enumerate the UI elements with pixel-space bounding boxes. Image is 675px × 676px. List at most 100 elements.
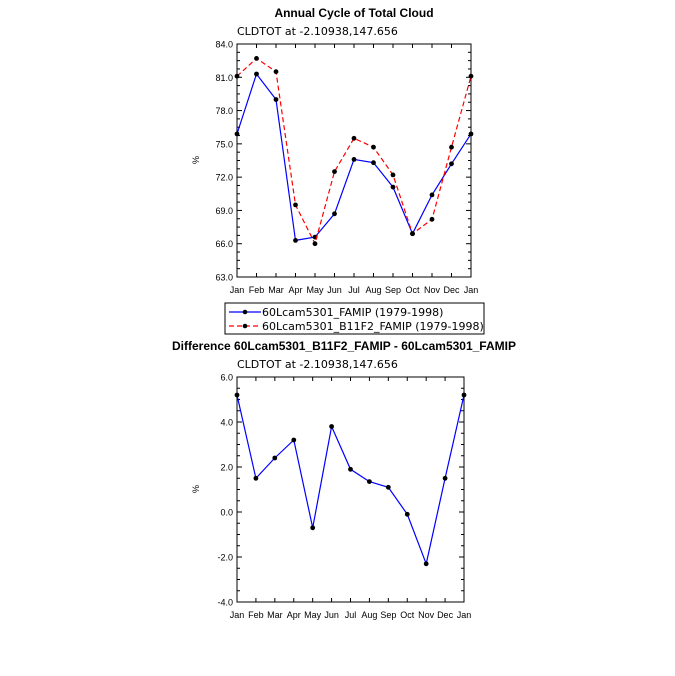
bottom-series-1-point [253,475,259,481]
top-series-2-point [449,144,454,150]
top-y-tick-label: 63.0 [215,273,233,283]
top-x-tick-label: Sep [385,285,401,295]
top-x-tick-label: Jul [348,285,360,295]
legend-marker-series-1 [242,309,248,315]
bottom-y-tick-label: -4.0 [217,598,233,608]
top-series-2-point [429,216,435,222]
top-x-tick-label: Jan [230,285,245,295]
top-y-tick-label: 84.0 [215,40,233,50]
bottom-y-tick-label: 6.0 [220,373,233,383]
top-series-2-point [351,135,357,141]
top-series-2-point [468,73,474,79]
bottom-series-1-point [234,392,240,398]
bottom-chart-ylabel: % [191,485,201,493]
bottom-series-1-point [291,437,297,443]
top-chart-ylabel: % [191,156,201,164]
top-y-tick-label: 66.0 [215,239,233,249]
top-chart: Annual Cycle of Total Cloud CLDTOT at -2… [191,6,478,295]
top-series-2-point [410,231,415,237]
top-y-tick-label: 75.0 [215,139,233,149]
top-x-tick-label: Dec [443,285,460,295]
bottom-x-tick-label: Aug [361,610,377,620]
top-y-tick-label: 81.0 [215,73,233,83]
top-x-tick-labels: Jan Feb Mar Apr May Jun Jul Aug Sep Oct Nov Dec Jan [230,285,479,295]
bottom-series-1-point [404,511,410,517]
bottom-plot-frame [236,376,465,603]
bottom-x-tick-label: Mar [267,610,283,620]
top-x-tick-label: Jan [464,285,479,295]
bottom-x-tick-label: Jan [230,610,245,620]
bottom-series-group [234,392,467,567]
top-x-tick-label: Feb [249,285,265,295]
top-series-group [234,56,474,247]
bottom-chart-title: Difference 60Lcam5301_B11F2_FAMIP - 60Lc… [172,339,516,353]
top-series-2-point [254,56,259,61]
top-series-1-point [351,157,357,162]
top-x-tick-label: Nov [424,285,441,295]
top-series-2-point [332,169,337,175]
top-series-1-point [273,97,279,102]
top-x-tick-label: May [306,285,324,295]
top-series-2-point [371,144,376,150]
bottom-series-1-point [442,475,448,481]
top-series-2-line [236,57,472,246]
bottom-series-1-line [236,394,465,566]
bottom-series-1-point [385,484,391,490]
top-x-tick-label: Jun [327,285,342,295]
top-series-2-point [234,73,240,79]
top-x-tick-label: Oct [405,285,420,295]
top-series-2-point [273,69,279,75]
top-y-tick-labels: 63.0 66.0 69.0 72.0 75.0 78.0 81.0 84.0 [215,40,233,283]
bottom-series-1-point [272,455,278,461]
bottom-y-tick-label: 4.0 [220,418,233,428]
bottom-series-1-point [367,479,372,484]
bottom-chart-subtitle: CLDTOT at -2.10938,147.656 [237,358,398,371]
legend-frame [224,302,485,335]
top-x-tick-label: Mar [268,285,284,295]
bottom-x-tick-label: Jun [324,610,339,620]
bottom-axis-ticks [236,376,465,603]
top-x-tick-label: Apr [288,285,302,295]
bottom-series-1-point [423,561,429,567]
bottom-x-tick-label: Apr [287,610,301,620]
bottom-y-tick-label: 0.0 [220,508,233,518]
bottom-x-tick-label: Jan [457,610,472,620]
bottom-x-tick-label: Feb [248,610,264,620]
bottom-x-tick-label: Nov [418,610,435,620]
top-series-2-point [293,202,298,208]
top-series-2-point [312,241,318,247]
top-series-1-point [254,71,259,77]
bottom-x-tick-label: Oct [400,610,415,620]
top-x-tick-label: Aug [365,285,381,295]
bottom-y-tick-labels: -4.0 -2.0 0.0 2.0 4.0 6.0 [217,373,233,608]
legend: 60Lcam5301_FAMIP (1979-1998) 60Lcam5301_… [224,302,485,335]
legend-label-series-1: 60Lcam5301_FAMIP (1979-1998) [262,306,443,319]
bottom-y-tick-label: -2.0 [217,553,233,563]
top-chart-subtitle: CLDTOT at -2.10938,147.656 [237,25,398,38]
top-series-1-point [429,192,435,198]
legend-marker-series-2 [242,323,248,329]
top-y-tick-label: 78.0 [215,106,233,116]
bottom-series-1-point [348,466,353,472]
bottom-series-1-point [461,392,467,398]
bottom-x-tick-label: Sep [380,610,396,620]
top-y-tick-label: 69.0 [215,206,233,216]
top-series-2-point [390,172,396,178]
bottom-chart: Difference 60Lcam5301_B11F2_FAMIP - 60Lc… [172,339,516,620]
top-series-1-point [293,238,298,243]
legend-label-series-2: 60Lcam5301_B11F2_FAMIP (1979-1998) [262,320,484,333]
top-series-1-point [234,131,240,137]
top-series-1-point [468,131,474,137]
bottom-y-tick-label: 2.0 [220,463,233,473]
top-series-1-point [449,161,454,167]
bottom-x-tick-label: Jul [345,610,357,620]
top-series-1-point [332,211,337,217]
top-chart-title: Annual Cycle of Total Cloud [274,6,433,20]
bottom-x-tick-label: May [304,610,322,620]
top-y-tick-label: 72.0 [215,173,233,183]
top-axis-ticks [236,43,472,278]
bottom-series-1-point [310,525,316,531]
bottom-series-1-point [329,424,334,429]
bottom-x-tick-labels: Jan Feb Mar Apr May Jun Jul Aug Sep Oct Nov Dec Jan [230,610,472,620]
